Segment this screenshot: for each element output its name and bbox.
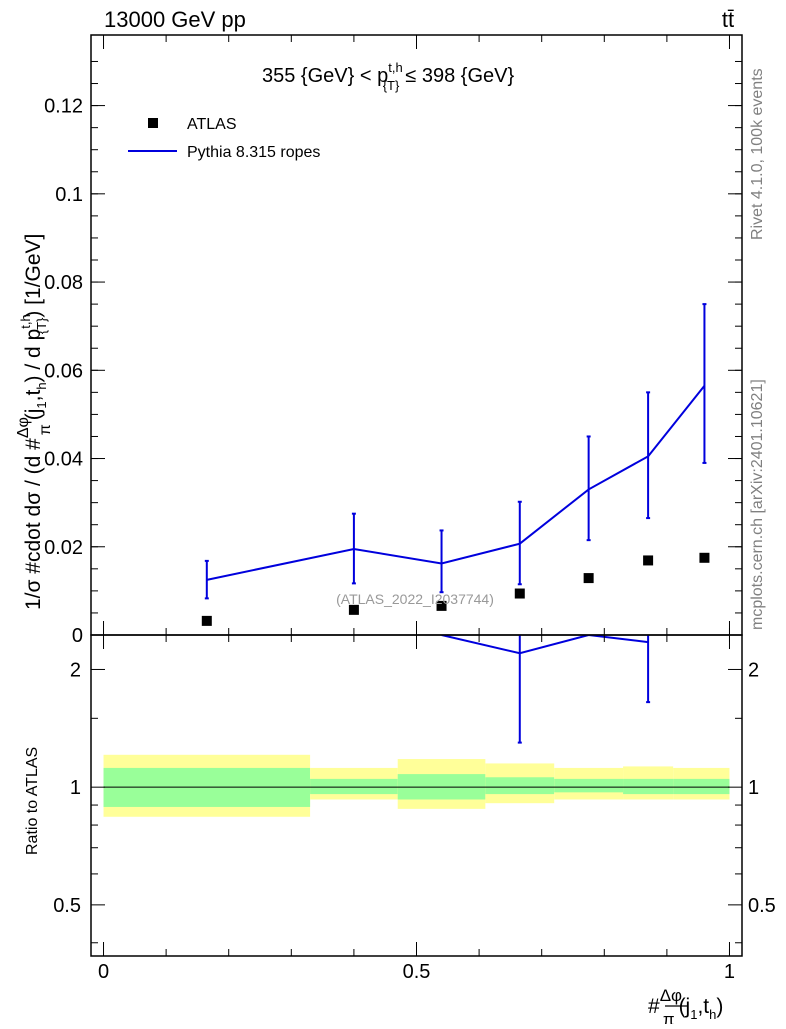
ratio-y-label: Ratio to ATLAS: [24, 747, 41, 855]
atlas-data-point: [643, 555, 654, 566]
x-axis-label: #Δφ π(j1,th): [648, 986, 723, 1024]
ratio-tick-label: 1: [70, 777, 81, 799]
title-prefix: 355 {GeV} < p: [262, 65, 388, 87]
energy-label: 13000 GeV pp: [104, 7, 246, 32]
main-y-ticks: 0 0.02 0.04 0.06 0.08 0.1 0.12: [44, 60, 742, 647]
y-tick-label: 0.06: [44, 360, 83, 382]
ratio-tick-label: 0.5: [53, 895, 81, 917]
svg-text:1/σ #cdot dσ / (d #Δφπ(j1,th): 1/σ #cdot dσ / (d #Δφ π (j1,th) / d pt,h{T…: [15, 234, 54, 610]
y-tick-label: 0.04: [44, 449, 83, 471]
atlas-data-point: [699, 552, 710, 563]
ratio-tick-label-right: 0.5: [748, 895, 776, 917]
legend-atlas-label: ATLAS: [187, 116, 237, 133]
uncertainty-band-inner: [310, 778, 398, 795]
legend-pythia-label: Pythia 8.315 ropes: [187, 144, 320, 161]
title-sub: {T}: [383, 78, 400, 93]
ratio-tick-label-right: 1: [748, 777, 759, 799]
atlas-data-point: [583, 573, 594, 584]
main-plot: 0 0.02 0.04 0.06 0.08 0.1 0.12: [44, 34, 743, 647]
source-label: mcplots.cern.ch [arXiv:2401.10621]: [749, 379, 766, 630]
ratio-y-ticks: 0.5 0.5 1 1 2 2: [53, 659, 776, 944]
ylabel-b: (j: [22, 409, 45, 421]
process-label: tt̄: [722, 7, 734, 32]
main-y-label: 1/σ #cdot dσ / (d #Δφ π (j1,th) / d pt,h{T…: [15, 234, 54, 610]
atlas-data-point: [514, 588, 525, 599]
atlas-data-point: [436, 600, 447, 611]
y-tick-label: 0.02: [44, 537, 83, 559]
ratio-mc-line: [441, 635, 649, 655]
ylabel-d-sup: t,h: [18, 314, 33, 328]
ratio-plot: 0.5 0.5 1 1 2 2: [53, 634, 776, 957]
xlabel-rest-b: ,t: [697, 995, 709, 1018]
ratio-tick-label: 2: [70, 659, 81, 681]
plot-title: 355 {GeV} < pt,h {T} ≤ 398 {GeV}: [262, 60, 514, 93]
ylabel-d: ) / d p: [22, 329, 45, 383]
x-tick-label: 1: [724, 961, 735, 983]
mc-line: [206, 385, 706, 581]
ylabel-a: 1/σ #cdot dσ / (d #: [22, 438, 45, 610]
uncertainty-band-inner: [485, 777, 555, 795]
x-ticks: 0 0.5 1: [98, 35, 735, 983]
atlas-data-point: [348, 604, 359, 615]
y-tick-label: 0: [72, 625, 83, 647]
ylabel-frac-num: Δφ: [15, 417, 32, 438]
ratio-bands: [103, 754, 730, 817]
uncertainty-band-inner: [554, 778, 624, 793]
rivet-label: Rivet 4.1.0, 100k events: [749, 68, 766, 240]
ratio-mc-group: [441, 635, 651, 744]
y-tick-label: 0.1: [55, 184, 83, 206]
y-tick-label: 0.08: [44, 272, 83, 294]
title-suffix: ≤ 398 {GeV}: [405, 65, 514, 87]
analysis-watermark: (ATLAS_2022_I2037744): [336, 591, 494, 607]
uncertainty-band-inner: [673, 778, 730, 795]
xlabel-rest-c: ): [716, 995, 723, 1018]
xlabel-frac-den: π: [663, 1010, 675, 1024]
ylabel-c-sub: h: [34, 382, 49, 389]
ylabel-frac-den: π: [37, 424, 54, 435]
uncertainty-band-inner: [623, 778, 674, 795]
ylabel-c: ,t: [22, 390, 45, 402]
ylabel-e: ) [1/GeV]: [22, 234, 45, 318]
xlabel-sub1: 1: [690, 1007, 697, 1022]
xlabel-frac-num: Δφ: [660, 986, 682, 1005]
xlabel-subh: h: [709, 1007, 716, 1022]
y-tick-label: 0.12: [44, 96, 83, 118]
atlas-data-point: [201, 615, 212, 626]
legend-atlas-marker: [148, 118, 158, 128]
ylabel-b-sub: 1: [34, 401, 49, 408]
legend: ATLAS Pythia 8.315 ropes: [128, 116, 320, 161]
ratio-tick-label-right: 2: [748, 659, 759, 681]
ylabel-d-sub: {T}: [34, 317, 49, 334]
title-sup: t,h: [388, 60, 402, 75]
x-tick-label: 0.5: [403, 961, 431, 983]
x-tick-label: 0: [98, 961, 109, 983]
xlabel-hash: #: [648, 995, 660, 1018]
